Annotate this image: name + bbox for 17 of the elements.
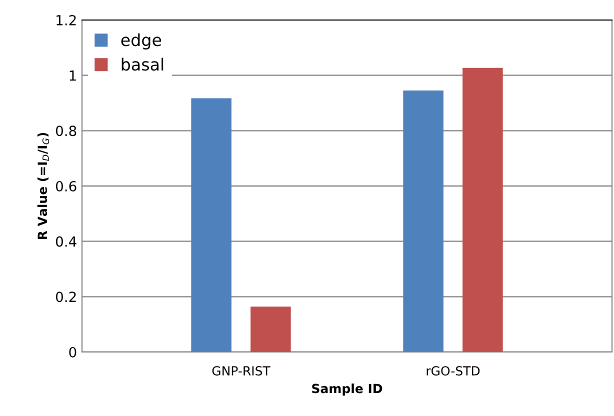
y-tick-label: 1.2 [56, 14, 76, 26]
bar [250, 306, 291, 352]
y-tick-label: 0 [69, 346, 76, 358]
y-tick-label: 0.8 [56, 126, 76, 136]
y-tick-label: 0.4 [56, 236, 76, 247]
bar [403, 90, 444, 352]
y-tick-label: 0.6 [56, 180, 76, 192]
legend-label: edge [121, 33, 162, 50]
x-axis-title: Sample ID [312, 384, 382, 396]
legend-label: basal [122, 58, 164, 71]
y-tick-label: 1 [70, 70, 76, 81]
bar [462, 68, 503, 352]
x-tick-label: rGO-STD [426, 366, 480, 376]
y-axis-title: R Value (=I$_{D}$/I$_{G}$) [37, 132, 50, 240]
bar [191, 98, 232, 352]
y-tick-label: 0.2 [56, 292, 76, 302]
x-tick-label: GNP-RIST [212, 366, 270, 376]
